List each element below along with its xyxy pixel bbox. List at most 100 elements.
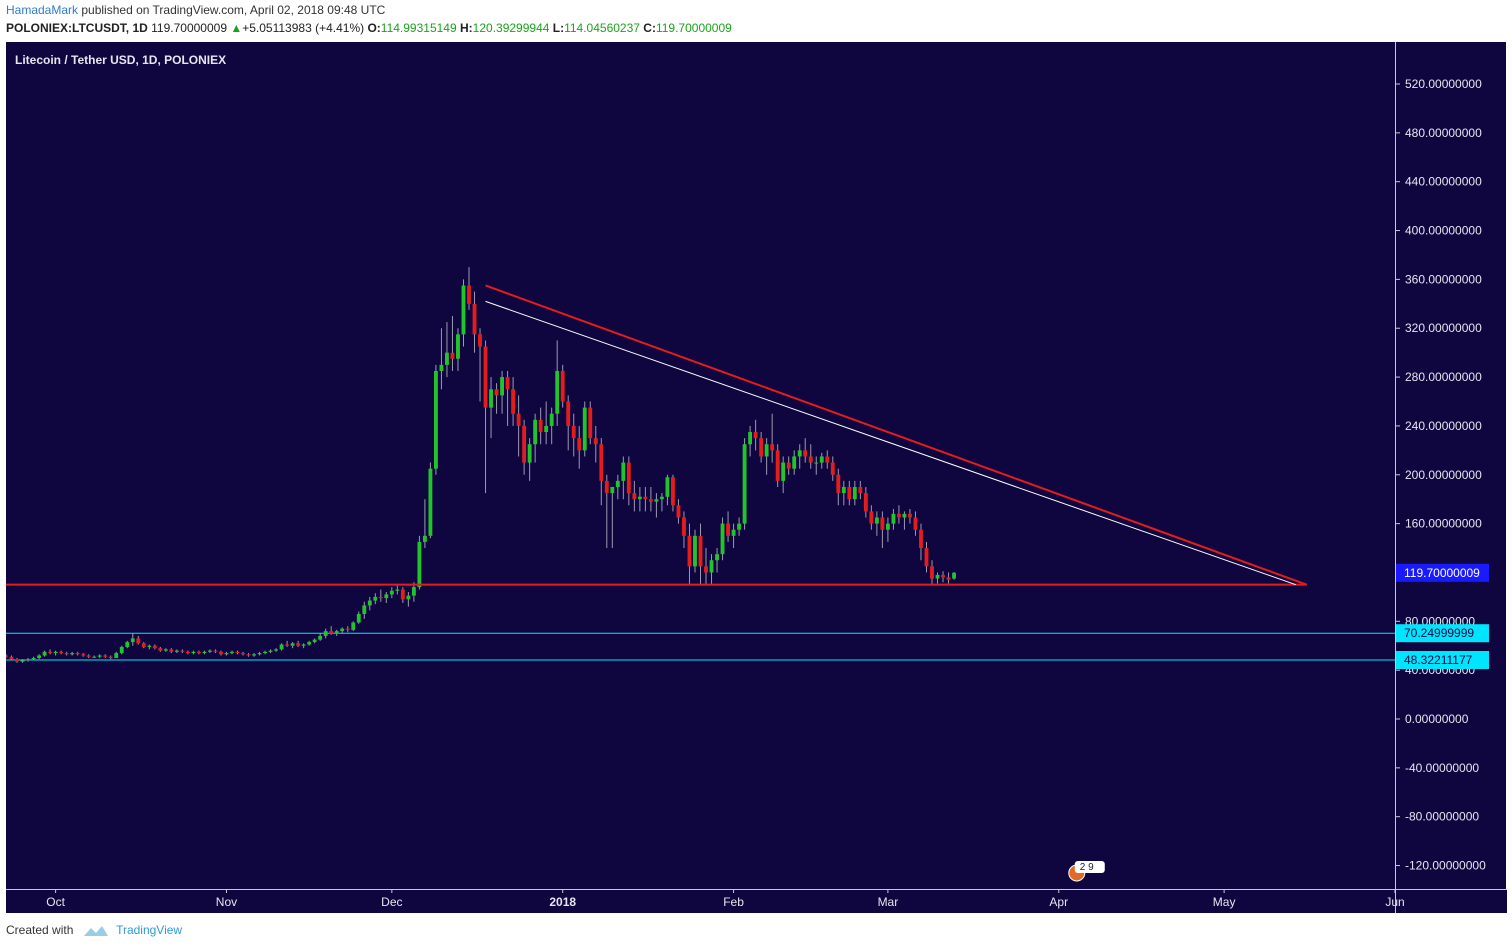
chart-title: Litecoin / Tether USD, 1D, POLONIEX [15, 53, 227, 67]
y-tick-label: 400.00000000 [1405, 224, 1482, 238]
candle-body [461, 285, 466, 335]
close-label: C: [643, 21, 656, 35]
candle-body [456, 334, 460, 359]
candle-body [814, 462, 819, 464]
chart-pane[interactable] [6, 42, 1395, 889]
candle-body [48, 651, 53, 654]
time-axis[interactable] [6, 889, 1395, 913]
y-tick-label: 240.00000000 [1405, 419, 1482, 433]
candle-body [483, 346, 488, 408]
candle-body [323, 631, 328, 636]
y-tick-label: 440.00000000 [1405, 175, 1482, 189]
candle-body [858, 486, 863, 494]
y-tick-label: 360.00000000 [1405, 272, 1482, 286]
candle-body [92, 656, 97, 658]
candle-body [577, 438, 582, 451]
candle-body [516, 413, 521, 426]
candle-body [472, 303, 477, 335]
candle-body [748, 432, 753, 445]
tradingview-brand-link[interactable]: TradingView [116, 923, 183, 937]
close-value: 119.70000009 [655, 21, 732, 35]
y-tick-label: 280.00000000 [1405, 370, 1482, 384]
x-tick-label: Feb [723, 895, 744, 909]
candle-body [81, 654, 86, 656]
candle-body [913, 517, 918, 530]
candle-body [108, 656, 113, 658]
candle-body [775, 450, 780, 481]
candle-body [6, 655, 8, 657]
candle-body [582, 407, 587, 451]
candle-body [709, 560, 714, 573]
price-axis[interactable] [1395, 42, 1506, 889]
candle-body [268, 650, 273, 652]
y-tick-label: -40.00000000 [1405, 761, 1479, 775]
level-price-label-text: 48.32211177 [1404, 653, 1473, 667]
open-value: 114.99315149 [380, 21, 457, 35]
candle-body [307, 642, 312, 645]
candle-body [147, 645, 152, 647]
last-price: 119.70000009 [151, 21, 227, 35]
candle-body [841, 486, 846, 494]
x-tick-label: Dec [381, 895, 402, 909]
candle-body [202, 651, 207, 654]
candle-body [847, 486, 852, 500]
candle-body [185, 651, 190, 654]
candle-body [593, 438, 598, 445]
candle-body [334, 631, 339, 634]
candle-body [555, 370, 560, 414]
candle-body [830, 462, 835, 475]
candle-body [241, 653, 245, 655]
candle-body [15, 659, 19, 662]
candle-body [588, 407, 593, 439]
candle-body [70, 653, 75, 655]
candle-body [329, 631, 334, 634]
candle-body [26, 659, 30, 661]
candle-body [213, 650, 218, 652]
y-tick-label: -80.00000000 [1405, 810, 1479, 824]
candle-body [781, 462, 786, 481]
candle-body [86, 655, 91, 657]
candle-body [103, 655, 108, 657]
high-label: H: [460, 21, 473, 35]
candle-body [946, 577, 951, 580]
candle-body [296, 643, 301, 646]
price-change: +5.05113983 (+4.41%) [242, 21, 365, 35]
y-tick-label: 200.00000000 [1405, 468, 1482, 482]
candle-body [208, 650, 212, 652]
candle-body [952, 572, 956, 579]
published-text: published on TradingView.com, April 02, … [78, 3, 386, 17]
candle-body [753, 432, 758, 439]
candle-body [433, 370, 438, 469]
candle-body [356, 613, 361, 623]
candle-body [880, 517, 885, 530]
candle-body [869, 511, 874, 524]
last-price-label-text: 119.70000009 [1404, 566, 1480, 580]
candle-body [522, 425, 527, 463]
candle-body [544, 425, 549, 433]
candle-body [196, 651, 201, 654]
author-link[interactable]: HamadaMark [6, 3, 79, 17]
candle-body [720, 523, 725, 555]
candle-body [417, 541, 422, 588]
candle-body [445, 352, 449, 365]
inner-trendline [485, 300, 1296, 586]
candle-body [158, 648, 163, 651]
candle-body [704, 566, 708, 573]
y-tick-label: 520.00000000 [1405, 77, 1482, 91]
candle-body [533, 419, 538, 445]
y-tick-label: -120.00000000 [1405, 859, 1486, 873]
candle-body [219, 651, 223, 655]
candle-body [411, 587, 416, 596]
candle-body [687, 535, 692, 567]
candle-body [786, 462, 791, 469]
candle-body [450, 352, 455, 359]
candle-body [75, 653, 80, 655]
candle-body [665, 477, 670, 497]
low-label: L: [552, 21, 565, 35]
x-tick-label: 2018 [549, 895, 576, 909]
candle-body [246, 654, 251, 656]
candle-body [345, 628, 350, 630]
candles-group [6, 267, 956, 663]
candle-body [671, 477, 675, 506]
candle-body [615, 480, 620, 487]
